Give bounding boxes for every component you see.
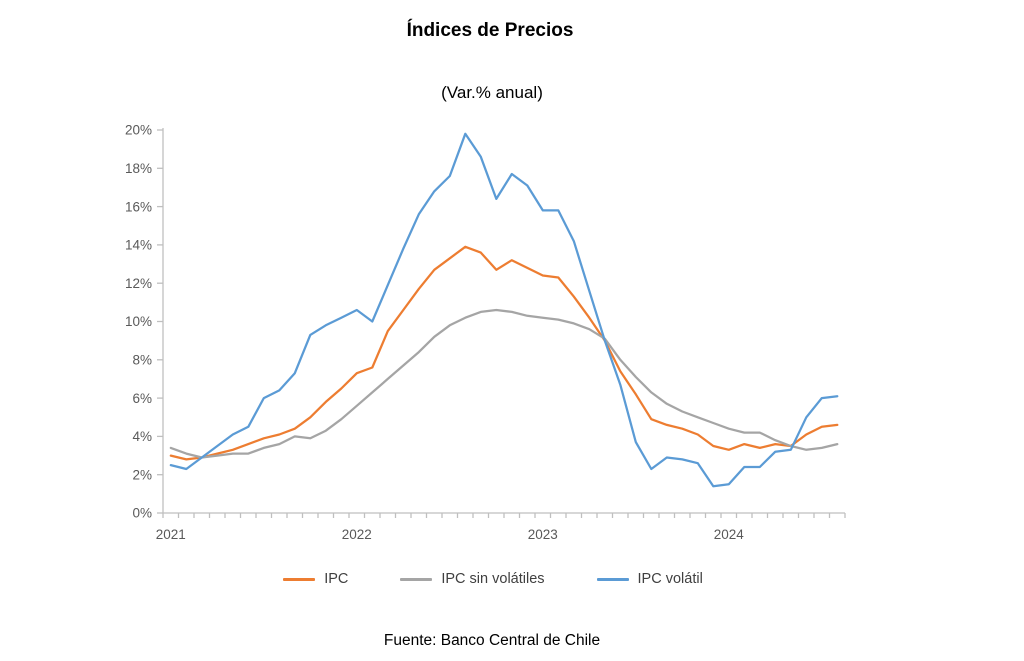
- source-note: Fuente: Banco Central de Chile: [383, 632, 601, 649]
- y-axis-label: 12%: [125, 276, 152, 291]
- series-line-2: [169, 132, 839, 488]
- legend-line-ipc: [283, 577, 316, 581]
- y-axis-label: 4%: [132, 429, 152, 444]
- legend-label-ipc: IPC: [324, 571, 349, 587]
- chart-title: Índices de Precios: [406, 20, 574, 41]
- x-axis-label: 2023: [528, 527, 558, 542]
- y-axis-label: 14%: [125, 238, 152, 253]
- x-axis-label: 2024: [714, 527, 745, 542]
- y-axis-label: 8%: [132, 353, 152, 368]
- chart-subtitle: (Var.% anual): [441, 83, 543, 102]
- series-line-1: [169, 308, 839, 459]
- chart-legend: IPC IPC sin volátiles IPC volátil: [0, 571, 986, 587]
- legend-item-ipc: IPC: [283, 571, 348, 587]
- y-axis-label: 16%: [125, 199, 152, 214]
- legend-item-ipc-volatil: IPC volátil: [596, 571, 703, 587]
- legend-item-ipc-sin-volatiles: IPC sin volátiles: [400, 571, 545, 587]
- legend-label-ipc-sin-volatiles: IPC sin volátiles: [441, 571, 545, 587]
- x-axis-label: 2021: [156, 527, 186, 542]
- y-axis-label: 20%: [125, 123, 152, 138]
- legend-label-ipc-volatil: IPC volátil: [637, 571, 703, 587]
- y-axis-label: 0%: [132, 506, 152, 521]
- legend-line-ipc-sin-volatiles: [400, 577, 433, 581]
- legend-line-ipc-volatil: [596, 577, 629, 581]
- series-line-0: [169, 245, 839, 461]
- y-axis-label: 2%: [132, 467, 152, 482]
- y-axis-label: 18%: [125, 161, 152, 176]
- y-axis-label: 6%: [132, 391, 152, 406]
- y-axis-label: 10%: [125, 314, 152, 329]
- x-axis-label: 2022: [342, 527, 372, 542]
